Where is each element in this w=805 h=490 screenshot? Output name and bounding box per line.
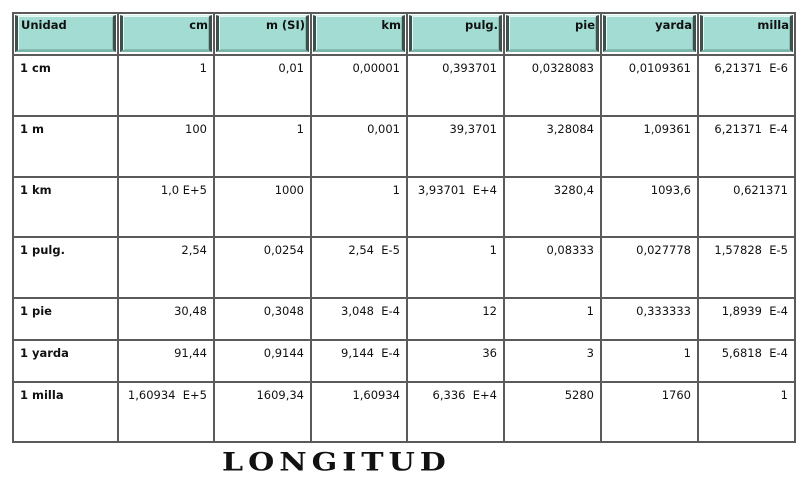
table-cell: 12 bbox=[406, 297, 505, 341]
column-header-label: m (SI) bbox=[216, 15, 309, 52]
column-header: pulg. bbox=[406, 12, 505, 56]
page-title: LONGITUD bbox=[222, 447, 451, 478]
table-cell: 9,144 E-4 bbox=[310, 339, 408, 383]
header-row: Unidad cm m (SI) km pulg. pie yarda milla bbox=[12, 12, 796, 56]
column-header: cm bbox=[117, 12, 215, 56]
length-conversion-table: Unidad cm m (SI) km pulg. pie yarda milla 1 cm 1… bbox=[12, 12, 796, 443]
table-row: 1 pie 30,48 0,3048 3,048 E-4 12 1 0,333333 1,89… bbox=[12, 297, 796, 341]
table-cell: 1609,34 bbox=[213, 381, 312, 443]
table-cell: 3,28084 bbox=[503, 115, 602, 178]
table-row: 1 pulg. 2,54 0,0254 2,54 E-5 1 0,08333 0,02777… bbox=[12, 236, 796, 299]
row-unit-label: 1 pulg. bbox=[12, 236, 119, 299]
column-header: yarda bbox=[600, 12, 699, 56]
table-cell: 91,44 bbox=[117, 339, 215, 383]
table-cell: 6,336 E+4 bbox=[406, 381, 505, 443]
table-cell: 0,333333 bbox=[600, 297, 699, 341]
row-unit-label: 1 cm bbox=[12, 54, 119, 117]
table-cell: 1 bbox=[117, 54, 215, 117]
column-header-label: milla bbox=[700, 15, 793, 52]
table-cell: 1 bbox=[503, 297, 602, 341]
table-cell: 6,21371 E-6 bbox=[697, 54, 796, 117]
row-unit-label: 1 m bbox=[12, 115, 119, 178]
table-row: 1 m 100 1 0,001 39,3701 3,28084 1,09361 6,21371… bbox=[12, 115, 796, 178]
table-cell: 1 bbox=[600, 339, 699, 383]
table-row: 1 km 1,0 E+5 1000 1 3,93701 E+4 3280,4 1093,6 0… bbox=[12, 176, 796, 238]
table-cell: 1 bbox=[213, 115, 312, 178]
table-cell: 0,0328083 bbox=[503, 54, 602, 117]
table-cell: 0,0254 bbox=[213, 236, 312, 299]
table-row: 1 milla 1,60934 E+5 1609,34 1,60934 6,336 E+… bbox=[12, 381, 796, 443]
table-cell: 0,01 bbox=[213, 54, 312, 117]
table-cell: 1093,6 bbox=[600, 176, 699, 238]
table-cell: 5,6818 E-4 bbox=[697, 339, 796, 383]
table-cell: 1760 bbox=[600, 381, 699, 443]
row-unit-label: 1 yarda bbox=[12, 339, 119, 383]
table-cell: 1,60934 bbox=[310, 381, 408, 443]
column-header-label: yarda bbox=[603, 15, 696, 52]
table-cell: 0,0109361 bbox=[600, 54, 699, 117]
table-row: 1 cm 1 0,01 0,00001 0,393701 0,0328083 0,01093… bbox=[12, 54, 796, 117]
table-cell: 36 bbox=[406, 339, 505, 383]
table-cell: 6,21371 E-4 bbox=[697, 115, 796, 178]
row-unit-label: 1 km bbox=[12, 176, 119, 238]
column-header: km bbox=[310, 12, 408, 56]
column-header-label: pulg. bbox=[409, 15, 502, 52]
table-cell: 1000 bbox=[213, 176, 312, 238]
column-header: milla bbox=[697, 12, 796, 56]
table-cell: 1,0 E+5 bbox=[117, 176, 215, 238]
table-cell: 5280 bbox=[503, 381, 602, 443]
column-header: m (SI) bbox=[213, 12, 312, 56]
table-cell: 3,93701 E+4 bbox=[406, 176, 505, 238]
table-cell: 0,00001 bbox=[310, 54, 408, 117]
table-cell: 30,48 bbox=[117, 297, 215, 341]
table-cell: 3 bbox=[503, 339, 602, 383]
table-cell: 0,001 bbox=[310, 115, 408, 178]
table-cell: 0,621371 bbox=[697, 176, 796, 238]
table-cell: 2,54 bbox=[117, 236, 215, 299]
column-header-label: pie bbox=[506, 15, 599, 52]
table-cell: 1 bbox=[310, 176, 408, 238]
table-cell: 1 bbox=[697, 381, 796, 443]
table-cell: 1 bbox=[406, 236, 505, 299]
column-header-label: cm bbox=[120, 15, 212, 52]
table-cell: 0,393701 bbox=[406, 54, 505, 117]
table-cell: 100 bbox=[117, 115, 215, 178]
table-cell: 1,09361 bbox=[600, 115, 699, 178]
table-cell: 2,54 E-5 bbox=[310, 236, 408, 299]
table-row: 1 yarda 91,44 0,9144 9,144 E-4 36 3 1 5,6818 E-… bbox=[12, 339, 796, 383]
table-cell: 39,3701 bbox=[406, 115, 505, 178]
table-cell: 3,048 E-4 bbox=[310, 297, 408, 341]
row-unit-label: 1 pie bbox=[12, 297, 119, 341]
table-cell: 0,027778 bbox=[600, 236, 699, 299]
column-header-label: km bbox=[313, 15, 405, 52]
table-cell: 0,3048 bbox=[213, 297, 312, 341]
table-cell: 1,8939 E-4 bbox=[697, 297, 796, 341]
column-header-label: Unidad bbox=[15, 15, 116, 52]
row-unit-label: 1 milla bbox=[12, 381, 119, 443]
table-cell: 1,60934 E+5 bbox=[117, 381, 215, 443]
table-cell: 0,9144 bbox=[213, 339, 312, 383]
table-cell: 0,08333 bbox=[503, 236, 602, 299]
column-header: Unidad bbox=[12, 12, 119, 56]
table-cell: 3280,4 bbox=[503, 176, 602, 238]
column-header: pie bbox=[503, 12, 602, 56]
table-cell: 1,57828 E-5 bbox=[697, 236, 796, 299]
